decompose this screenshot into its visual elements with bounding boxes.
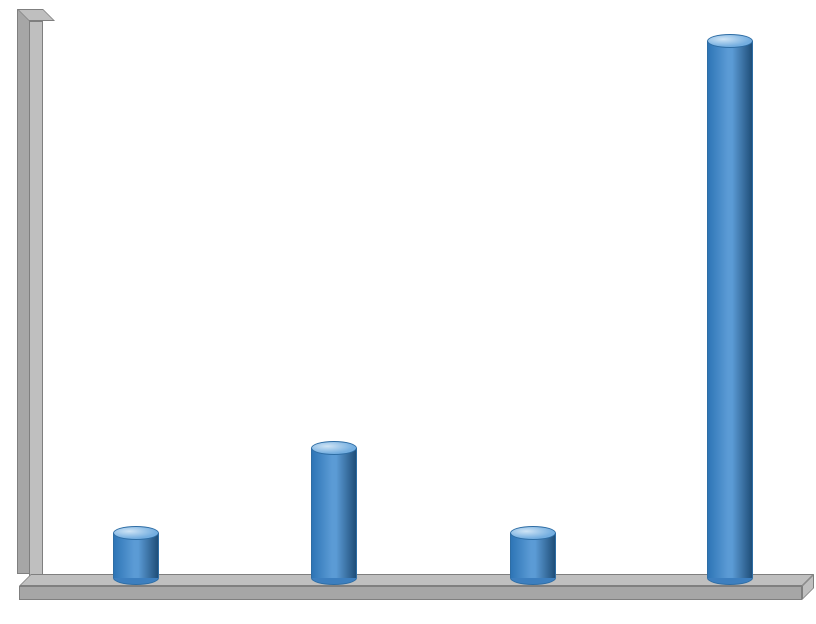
bar-3 [707,41,753,578]
back-wall [17,9,31,574]
bar-0 [113,533,159,578]
chart-3d-cylinder [0,0,816,624]
bar-2 [510,533,556,578]
bar-1 [311,448,357,578]
